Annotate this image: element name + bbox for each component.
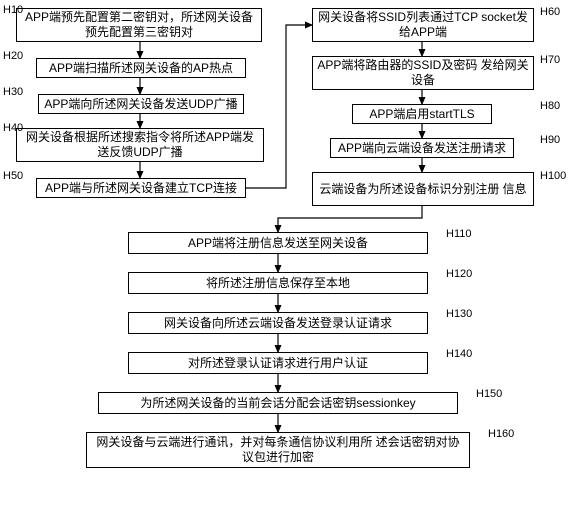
flow-label-b60: H60 xyxy=(540,6,560,18)
flow-label-b110: H110 xyxy=(446,228,471,240)
flow-node-b20: APP端扫描所述网关设备的AP热点 xyxy=(36,58,246,78)
flow-label-b160: H160 xyxy=(488,428,514,440)
flow-node-b140: 对所述登录认证请求进行用户认证 xyxy=(128,352,428,374)
flow-node-b130: 网关设备向所述云端设备发送登录认证请求 xyxy=(128,312,428,334)
flow-label-b130: H130 xyxy=(446,308,472,320)
flow-label-b80: H80 xyxy=(540,100,560,112)
flow-node-b70: APP端将路由器的SSID及密码 发给网关设备 xyxy=(312,56,534,90)
flow-label-b10: H10 xyxy=(3,4,23,16)
flow-node-b80: APP端启用startTLS xyxy=(352,104,492,124)
flow-label-b120: H120 xyxy=(446,268,472,280)
flow-label-b100: H100 xyxy=(540,170,566,182)
flow-node-b100: 云端设备为所述设备标识分别注册 信息 xyxy=(312,172,534,206)
flow-node-b60: 网关设备将SSID列表通过TCP socket发给APP端 xyxy=(312,8,534,42)
flow-node-b40: 网关设备根据所述搜索指令将所述APP端发 送反馈UDP广播 xyxy=(16,128,264,162)
flow-node-b120: 将所述注册信息保存至本地 xyxy=(128,272,428,294)
flow-node-b110: APP端将注册信息发送至网关设备 xyxy=(128,232,428,254)
flow-label-b70: H70 xyxy=(540,54,560,66)
flow-edge xyxy=(278,206,422,232)
flow-label-b140: H140 xyxy=(446,348,472,360)
flow-node-b50: APP端与所述网关设备建立TCP连接 xyxy=(36,178,246,198)
flow-edge xyxy=(246,25,312,188)
flow-node-b160: 网关设备与云端进行通讯，并对每条通信协议利用所 述会话密钥对协议包进行加密 xyxy=(86,432,470,468)
flow-node-b90: APP端向云端设备发送注册请求 xyxy=(330,138,514,158)
flow-node-b10: APP端预先配置第二密钥对，所述网关设备 预先配置第三密钥对 xyxy=(16,8,262,42)
flow-label-b90: H90 xyxy=(540,134,560,146)
flow-label-b150: H150 xyxy=(476,388,502,400)
flow-label-b20: H20 xyxy=(3,50,23,62)
flow-label-b50: H50 xyxy=(3,170,23,182)
flow-label-b40: H40 xyxy=(3,122,23,134)
flow-node-b150: 为所述网关设备的当前会话分配会话密钥sessionkey xyxy=(98,392,458,414)
flow-label-b30: H30 xyxy=(3,86,23,98)
flow-node-b30: APP端向所述网关设备发送UDP广播 xyxy=(38,94,244,114)
